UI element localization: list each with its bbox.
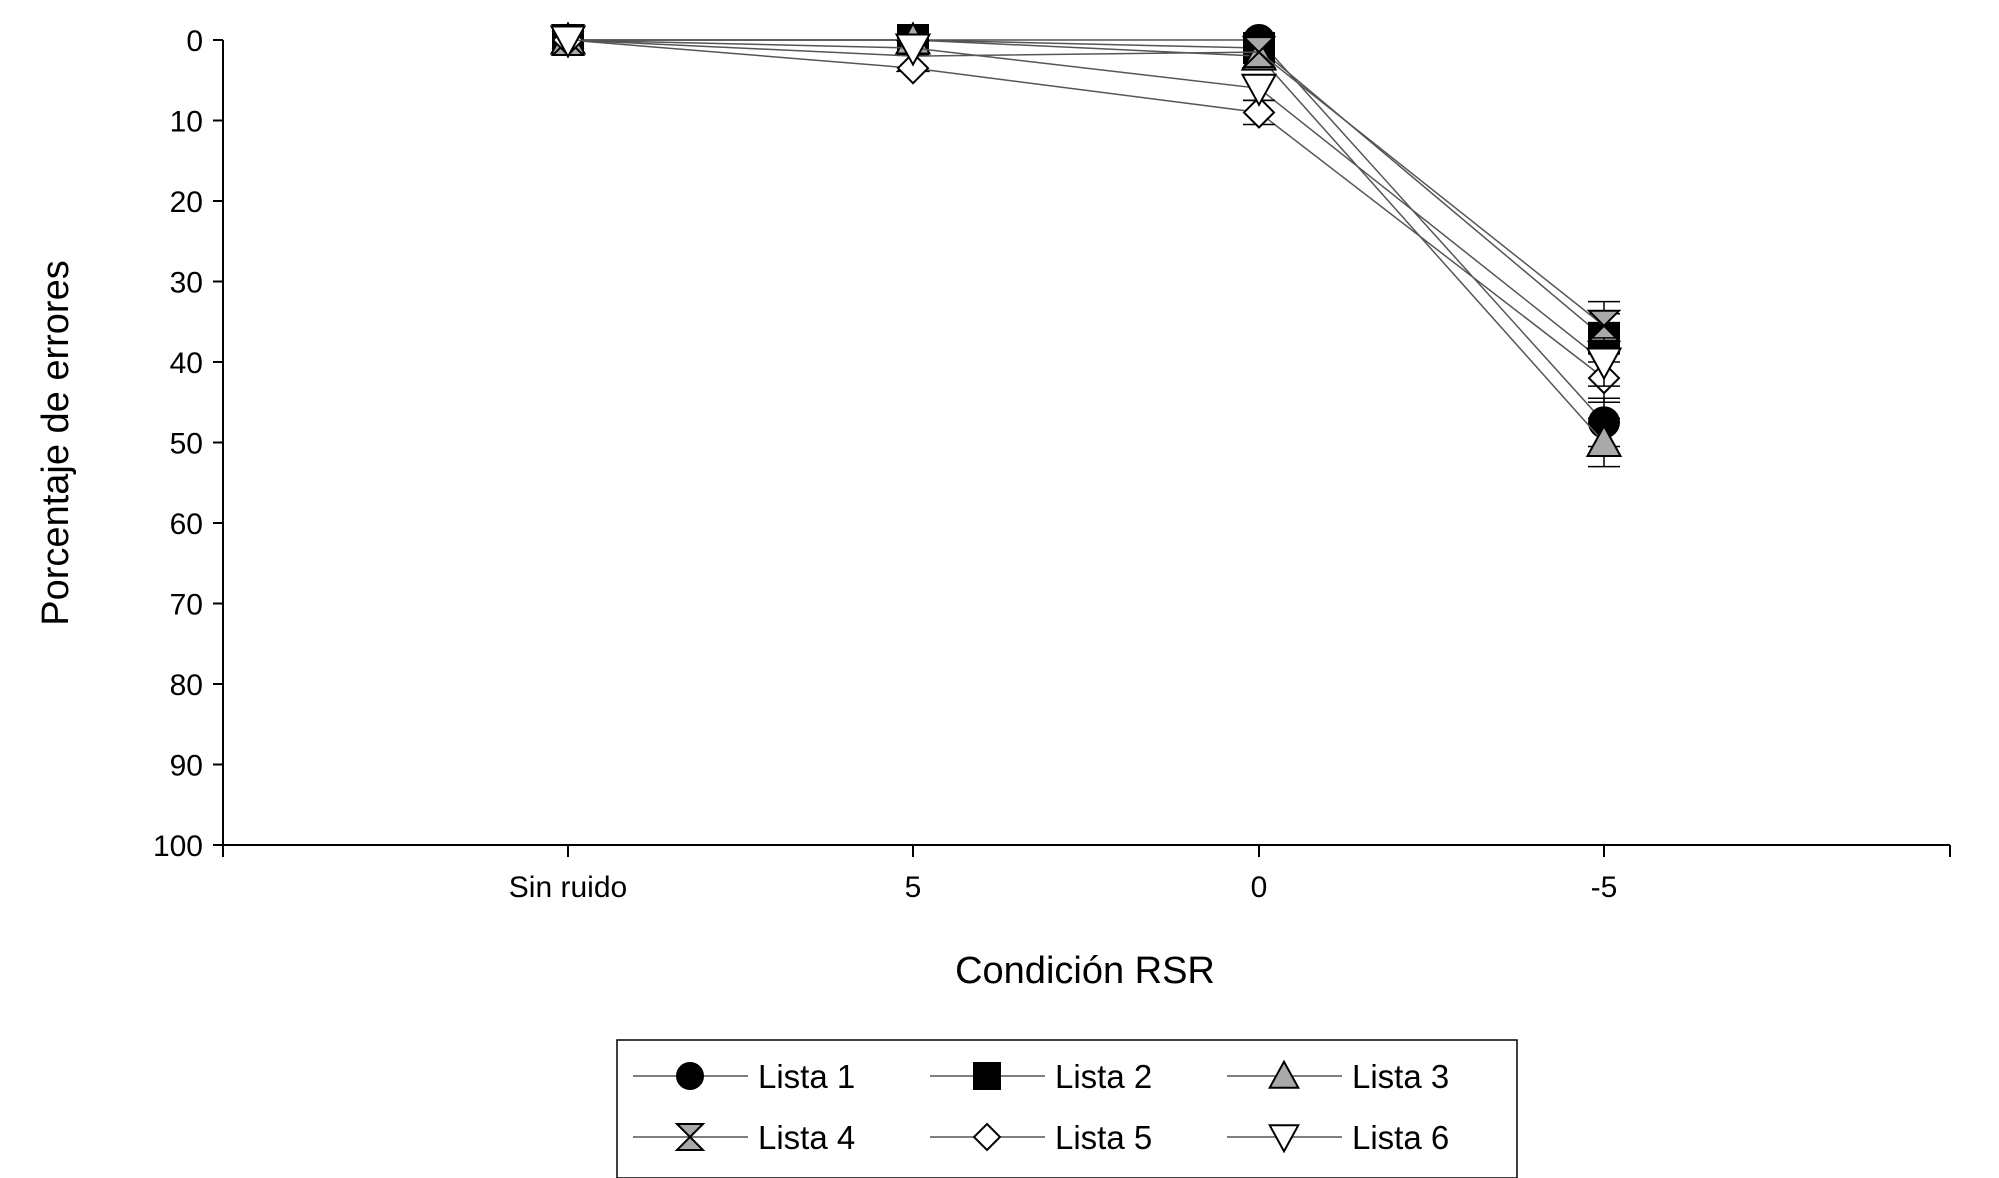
series-5 — [551, 23, 1621, 403]
legend-label: Lista 1 — [758, 1058, 855, 1095]
marker-triangle-down — [894, 33, 932, 67]
y-tick-label: 60 — [170, 508, 203, 541]
y-tick-label: 10 — [170, 106, 203, 139]
y-tick-label: 80 — [170, 669, 203, 702]
series-line — [568, 39, 1605, 423]
marker-hourglass — [674, 1123, 706, 1151]
y-tick-label: 100 — [153, 830, 203, 863]
legend-label: Lista 3 — [1352, 1058, 1449, 1095]
series-6 — [549, 25, 1623, 387]
series-line — [568, 39, 1605, 339]
marker-triangle-up — [1585, 423, 1623, 457]
y-tick-label: 0 — [186, 25, 203, 58]
series-line — [567, 39, 1605, 327]
series-line — [567, 39, 1605, 363]
legend-item: Lista 1 — [633, 1058, 855, 1095]
x-tick-label: Sin ruido — [509, 871, 627, 904]
marker-triangle-up — [1268, 1059, 1300, 1089]
y-tick-label: 20 — [170, 186, 203, 219]
x-tick-label: -5 — [1591, 871, 1618, 904]
series-line — [567, 39, 1605, 379]
y-tick-label: 30 — [170, 267, 203, 300]
legend-item: Lista 3 — [1227, 1058, 1449, 1095]
marker-triangle-down — [1240, 73, 1278, 107]
series-4 — [550, 24, 1622, 351]
x-axis-title: Condición RSR — [955, 950, 1215, 992]
legend-item: Lista 2 — [930, 1058, 1152, 1095]
legend-item: Lista 5 — [930, 1119, 1152, 1156]
marker-hourglass — [1241, 36, 1277, 69]
marker-triangle-down — [549, 25, 587, 59]
legend-label: Lista 6 — [1352, 1119, 1449, 1156]
series-1 — [552, 24, 1620, 448]
y-tick-label: 50 — [170, 428, 203, 461]
y-tick-label: 70 — [170, 589, 203, 622]
legend-label: Lista 2 — [1055, 1058, 1152, 1095]
y-axis-title: Porcentaje de errores — [35, 260, 77, 625]
y-tick-label: 90 — [170, 750, 203, 783]
marker-diamond — [972, 1122, 1002, 1152]
marker-diamond — [1242, 96, 1276, 129]
legend-label: Lista 5 — [1055, 1119, 1152, 1156]
marker-triangle-down — [1268, 1124, 1300, 1154]
legend-label: Lista 4 — [758, 1119, 855, 1156]
legend-box — [616, 1039, 1518, 1178]
marker-hourglass — [1586, 309, 1622, 342]
marker-diamond — [896, 51, 930, 85]
legend-item: Lista 4 — [633, 1119, 855, 1156]
legend: Lista 1 Lista 2 Lista 3 Lista 4 Lista 5 Lista… — [616, 1039, 1518, 1178]
marker-triangle-down — [1585, 347, 1623, 381]
x-tick-label: 0 — [1251, 871, 1268, 904]
legend-item: Lista 6 — [1227, 1119, 1449, 1156]
marker-circle — [676, 1062, 704, 1090]
series-line — [568, 39, 1605, 443]
y-tick-label: 40 — [170, 347, 203, 380]
series-layer — [549, 21, 1623, 468]
marker-square — [973, 1062, 1001, 1090]
x-tick-label: 5 — [905, 871, 922, 904]
series-2 — [552, 24, 1620, 363]
